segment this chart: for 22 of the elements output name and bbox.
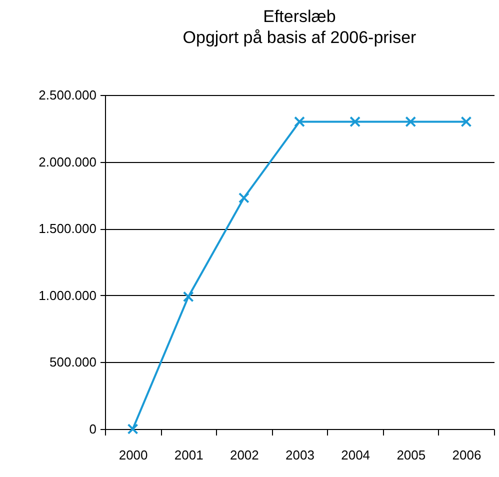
point	[460, 116, 472, 128]
point	[405, 116, 416, 128]
chart-subtitle: Opgjort på basis af 2006-priser	[182, 28, 417, 47]
point	[127, 424, 138, 434]
y-tick-label: 500.000	[50, 354, 96, 370]
x-tick-label: 2004	[341, 448, 370, 462]
x-tick-label: 2003	[286, 448, 314, 462]
y-tick-label: 1.500.000	[38, 221, 96, 236]
y-tick-label: 2.500.000	[38, 88, 96, 102]
y-tick-label: 0	[89, 422, 96, 436]
x-tick-label: 2006	[452, 448, 482, 462]
x-tick-label: 2001	[174, 448, 204, 462]
point	[350, 116, 361, 128]
x-tick-label: 2000	[118, 448, 148, 462]
y-tick-label: 1.000.000	[38, 288, 96, 303]
y-tick-label: 2.000.000	[38, 154, 96, 170]
point	[294, 116, 305, 128]
x-tick-label: 2005	[396, 448, 426, 462]
chart-title: Efterslæb	[263, 7, 336, 26]
point	[182, 291, 194, 302]
point	[238, 192, 250, 204]
x-tick-label: 2002	[230, 448, 259, 462]
